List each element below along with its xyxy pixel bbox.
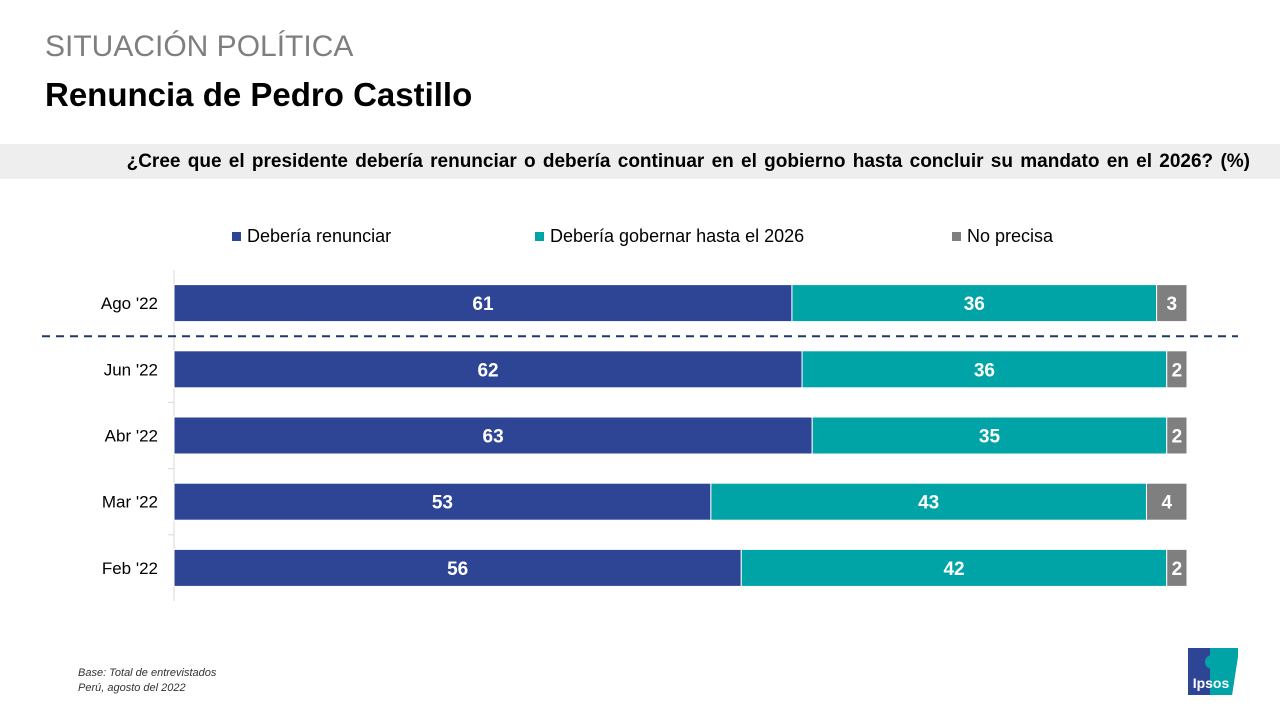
data-label: 43	[918, 493, 939, 514]
legend-label: Debería gobernar hasta el 2026	[550, 226, 805, 246]
data-label: 2	[1172, 360, 1183, 381]
category-label: Jun '22	[104, 360, 158, 379]
bar-segment	[1166, 548, 1188, 587]
data-label: 36	[974, 360, 995, 381]
footnote-base: Base: Total de entrevistados	[78, 667, 217, 679]
footnote-date: Perú, agosto del 2022	[78, 682, 186, 694]
legend-label: Debería renunciar	[247, 226, 392, 246]
data-label: 35	[979, 427, 1001, 448]
bar-segment	[1145, 482, 1188, 521]
category-label: Feb '22	[102, 559, 158, 578]
data-label: 2	[1172, 559, 1183, 580]
question-band	[0, 144, 1280, 179]
data-label: 61	[472, 294, 494, 315]
bar-segment	[811, 416, 1168, 455]
question-text: ¿Cree que el presidente debería renuncia…	[126, 151, 1250, 172]
ipsos-logo: Ipsos	[1188, 648, 1238, 695]
data-label: 2	[1172, 427, 1183, 448]
data-label: 42	[943, 559, 964, 580]
data-label: 36	[964, 294, 985, 315]
bar-segment	[173, 284, 793, 323]
legend-label: No precisa	[967, 226, 1054, 246]
bar-segment	[173, 350, 803, 389]
data-label: 4	[1161, 493, 1172, 514]
data-label: 53	[432, 493, 453, 514]
bar-segment	[173, 482, 712, 521]
data-label: 63	[483, 427, 504, 448]
legend-swatch	[232, 232, 241, 241]
data-label: 3	[1167, 294, 1178, 315]
legend-swatch	[535, 232, 544, 241]
section-label: SITUACIÓN POLÍTICA	[45, 30, 354, 63]
category-label: Mar '22	[102, 493, 158, 512]
bar-segment	[173, 416, 813, 455]
category-label: Abr '22	[105, 427, 158, 446]
legend-item-no-precisa: No precisa	[952, 226, 1053, 247]
bar-segment	[1166, 416, 1188, 455]
data-label: 62	[477, 360, 498, 381]
legend-swatch	[952, 232, 961, 241]
data-label: 56	[447, 559, 468, 580]
bar-segment	[801, 350, 1168, 389]
bar-segment	[1156, 284, 1188, 323]
svg-text:Ipsos: Ipsos	[1193, 675, 1230, 691]
legend-item-renunciar: Debería renunciar	[232, 226, 391, 247]
category-label: Ago '22	[101, 294, 158, 313]
bar-segment	[1166, 350, 1188, 389]
page-title: Renuncia de Pedro Castillo	[45, 76, 473, 113]
legend-item-gobernar: Debería gobernar hasta el 2026	[535, 226, 804, 247]
bar-segment	[791, 284, 1158, 323]
bar-segment	[740, 548, 1168, 587]
